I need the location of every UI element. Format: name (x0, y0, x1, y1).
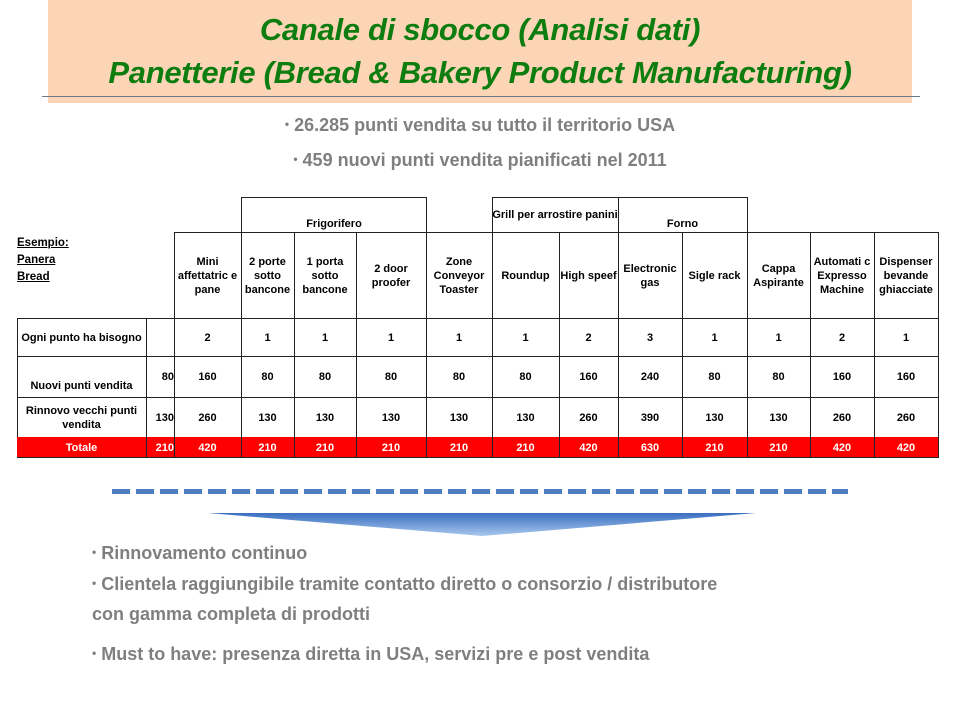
bottom-bullet-2-line-2: con gamma completa di prodotti (92, 604, 371, 624)
col-header-5: Zone Conveyor Toaster (433, 255, 485, 296)
down-arrow-icon (208, 513, 756, 536)
example-label-line-1: Esempio: (17, 237, 69, 249)
col-header-8: Electronic gas (623, 262, 677, 289)
title-underline (42, 96, 920, 97)
col-header-9: Sigle rack (688, 269, 741, 282)
table-cell: 80 (261, 371, 274, 383)
top-bullet-1: • 26.285 punti vendita su tutto il territ… (0, 115, 960, 136)
total-cell: 420 (579, 441, 598, 454)
table-cell: 260 (896, 411, 916, 424)
table-cell: 1 (455, 331, 463, 344)
col-header-11: Automati c Expresso Machine (813, 255, 871, 296)
total-cell: 210 (381, 441, 401, 454)
table-cell: 3 (646, 331, 654, 344)
group-forno: Forno (666, 217, 699, 230)
total-cell: 210 (258, 441, 277, 454)
total-cell: 210 (449, 441, 469, 454)
col-header-6: Roundup (501, 269, 550, 282)
table-cell: 160 (832, 371, 852, 383)
bottom-bullet-2: • Clientela raggiungibile tramite contatt… (92, 568, 872, 629)
group-frigorifero: Frigorifero (306, 217, 362, 230)
bullet-icon: • (284, 117, 290, 131)
title-line-2: Panetterie (Bread & Bakery Product Manuf… (108, 55, 852, 90)
title-banner: Canale di sbocco (Analisi dati) Panetter… (48, 0, 912, 103)
row-label-new: Nuovi punti vendita (30, 380, 133, 392)
table-cell: 130 (516, 411, 535, 424)
table-cell: 80 (452, 371, 466, 383)
row-label-need: Ogni punto ha bisogno (21, 331, 142, 344)
total-cell: 420 (896, 441, 916, 454)
bullet-icon: • (92, 646, 97, 660)
top-bullet-2: • 459 nuovi punti vendita pianificati nel… (0, 150, 960, 171)
table-cell: 1 (321, 331, 329, 344)
total-cell: 210 (769, 441, 788, 454)
table-cell: 1 (522, 331, 529, 344)
col-header-2: 2 porte sotto bancone (244, 255, 291, 296)
table-cell: 130 (381, 411, 401, 424)
bottom-bullet-3: • Must to have: presenza diretta in USA, … (92, 638, 872, 669)
table-cell: 130 (769, 411, 788, 424)
total-cell: 630 (640, 441, 660, 454)
total-cell: 420 (198, 441, 217, 454)
bottom-bullet-2-line-1: Clientela raggiungibile tramite contatto… (101, 574, 718, 594)
bullet-icon: • (92, 576, 97, 590)
table-cell: 160 (896, 371, 916, 383)
bullet-icon: • (92, 545, 97, 559)
table-cell: 160 (198, 371, 217, 383)
table-cell: 2 (838, 331, 846, 344)
row-base-need (146, 319, 174, 356)
row-base-renewal: 130 (155, 411, 174, 424)
col-header-12: Dispenser bevande ghiacciate (879, 255, 933, 296)
col-header-7: High speef (560, 269, 617, 282)
col-header-4: 2 door proofer (371, 262, 411, 289)
row-base-new: 80 (161, 371, 174, 383)
bottom-bullet-1: • Rinnovamento continuo (92, 537, 872, 568)
example-label: Esempio: Panera Bread (17, 235, 69, 286)
group-grill: Grill per arrostire panini (492, 209, 618, 221)
table-cell: 1 (775, 331, 782, 344)
row-label-total: Totale (65, 441, 98, 454)
bottom-bullet-1-text: Rinnovamento continuo (101, 543, 308, 563)
col-header-1: Mini affettatric e pane (177, 255, 238, 296)
table-cell: 1 (264, 331, 271, 344)
total-cell: 210 (705, 441, 724, 454)
row-label-renewal: Rinnovo vecchi punti vendita (25, 404, 138, 431)
table-cell: 80 (708, 371, 721, 383)
table-cell: 390 (640, 411, 660, 424)
top-bullet-1-text: 26.285 punti vendita su tutto il territo… (294, 115, 676, 135)
total-cell: 210 (516, 441, 535, 454)
table-cell: 130 (705, 411, 724, 424)
table-cell: 2 (204, 331, 211, 344)
table-cell: 260 (579, 411, 598, 424)
bullet-icon: • (293, 152, 298, 166)
table-cell: 240 (640, 371, 660, 383)
table-cell: 80 (384, 371, 398, 383)
title-line-1: Canale di sbocco (Analisi dati) (259, 12, 701, 47)
col-header-3: 1 porta sotto bancone (302, 255, 348, 296)
total-cell: 210 (315, 441, 335, 454)
table-cell: 130 (258, 411, 277, 424)
table-cell: 80 (519, 371, 532, 383)
top-bullet-2-text: 459 nuovi punti vendita pianificati nel … (302, 150, 667, 170)
table-cell: 130 (315, 411, 335, 424)
row-base-total: 210 (155, 441, 174, 454)
total-cell: 420 (832, 441, 852, 454)
table-cell: 260 (198, 411, 217, 424)
bottom-bullet-3-text: Must to have: presenza diretta in USA, s… (101, 644, 650, 664)
total-row-background (17, 437, 938, 457)
table-cell: 1 (387, 331, 395, 344)
example-label-line-2: Panera Bread (17, 254, 56, 283)
table-cell: 2 (585, 331, 592, 344)
table-cell: 1 (711, 331, 718, 344)
table-cell: 1 (902, 331, 910, 344)
dashed-divider (112, 489, 848, 494)
table-cell: 80 (772, 371, 785, 383)
table-cell: 80 (318, 371, 332, 383)
table-cell: 130 (449, 411, 469, 424)
table-cell: 160 (579, 371, 598, 383)
col-header-10: Cappa Aspirante (753, 262, 804, 289)
table-cell: 260 (832, 411, 852, 424)
